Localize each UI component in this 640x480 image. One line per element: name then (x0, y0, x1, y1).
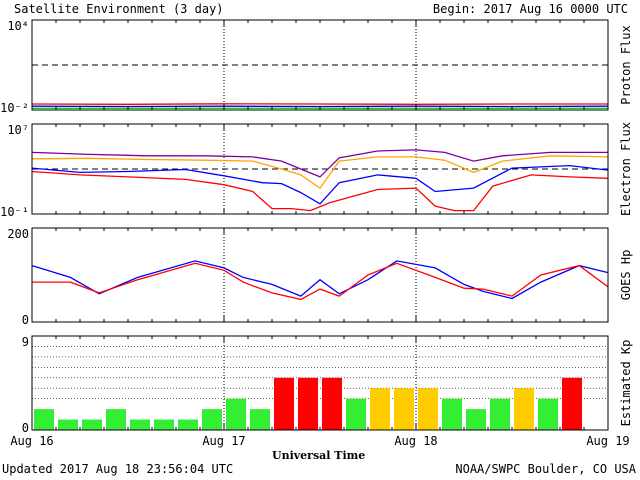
kp-bar (226, 398, 246, 430)
series-line-orange (31, 155, 609, 189)
y-tick-label-bottom: 10⁻² (0, 101, 29, 115)
y-tick-label-top: 10⁴ (7, 19, 29, 33)
panel-frame (31, 19, 609, 111)
panel-frame (31, 123, 609, 215)
x-tick-label: Aug 19 (586, 434, 629, 448)
series-line-blue (31, 164, 609, 205)
kp-bar (250, 409, 270, 430)
kp-bar (346, 398, 366, 430)
series-line-red (31, 103, 608, 105)
kp-bar (82, 419, 102, 430)
y-axis-label-kp: Estimated Kp (619, 340, 633, 427)
series-line-red (32, 262, 609, 301)
y-tick-label-top: 10⁷ (7, 123, 29, 137)
kp-bar (394, 388, 414, 430)
kp-bar (538, 398, 558, 430)
kp-bar (154, 419, 174, 430)
kp-bar (418, 388, 438, 430)
kp-bar (466, 409, 486, 430)
y-axis-label-electron: Electron Flux (619, 122, 633, 216)
series-line-purple (31, 149, 608, 178)
kp-bar (370, 388, 390, 430)
kp-bar (490, 398, 510, 430)
x-tick-label: Aug 16 (10, 434, 53, 448)
y-tick-label-bottom: 0 (22, 313, 29, 327)
kp-bar (178, 419, 198, 430)
panel-frame (31, 227, 609, 323)
kp-bar (298, 377, 318, 430)
kp-bar (34, 409, 54, 430)
panel-goes-hp: 200 0 GOES Hp (7, 227, 633, 327)
panel-electron: 10⁷ 10⁻¹ Electron Flux (0, 122, 633, 219)
y-tick-label-bottom: 0 (22, 421, 29, 435)
series-line-blue (31, 260, 609, 300)
begin-timestamp: Begin: 2017 Aug 16 0000 UTC (432, 2, 628, 16)
x-tick-label: Aug 17 (202, 434, 245, 448)
x-tick-label: Aug 18 (394, 434, 437, 448)
kp-bar (322, 377, 342, 430)
kp-bar (514, 388, 534, 430)
x-axis-label: Universal Time (272, 449, 366, 462)
kp-bar (130, 419, 150, 430)
y-tick-label-top: 200 (7, 227, 29, 241)
y-tick-label-bottom: 10⁻¹ (0, 205, 29, 219)
y-axis-label-proton: Proton Flux (619, 25, 633, 104)
y-tick-label-top: 9 (22, 335, 29, 349)
series-line-red (31, 170, 609, 212)
updated-timestamp: Updated 2017 Aug 18 23:56:04 UTC (2, 462, 234, 476)
kp-bar (106, 409, 126, 430)
credit-text: NOAA/SWPC Boulder, CO USA (455, 462, 636, 476)
kp-bar (562, 377, 582, 430)
panel-kp: 9 0 Estimated Kp (22, 335, 633, 435)
kp-bar (442, 398, 462, 430)
panel-proton: 10⁴ 10⁻² Proton Flux (0, 19, 633, 115)
y-axis-label-goes-hp: GOES Hp (619, 250, 633, 301)
kp-bar (202, 409, 222, 430)
kp-bar (274, 377, 294, 430)
kp-bar (58, 419, 78, 430)
chart-title: Satellite Environment (3 day) (14, 2, 224, 16)
